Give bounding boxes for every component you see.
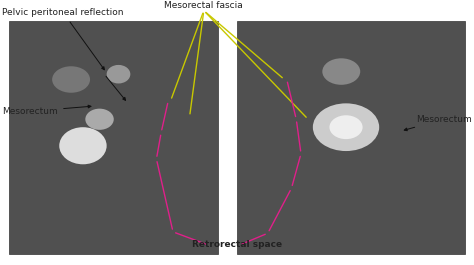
- FancyBboxPatch shape: [9, 21, 218, 254]
- FancyBboxPatch shape: [237, 21, 465, 254]
- Ellipse shape: [107, 65, 130, 83]
- Text: Mesorectal fascia: Mesorectal fascia: [164, 1, 243, 10]
- Text: Mesorectum: Mesorectum: [2, 105, 91, 116]
- Text: Pelvic peritoneal reflection: Pelvic peritoneal reflection: [2, 8, 124, 70]
- Ellipse shape: [322, 58, 360, 85]
- Ellipse shape: [52, 66, 90, 93]
- Ellipse shape: [329, 115, 363, 139]
- Ellipse shape: [85, 109, 114, 130]
- Ellipse shape: [59, 127, 107, 164]
- Text: Retrorectal space: Retrorectal space: [192, 240, 282, 249]
- Text: Mesorectum: Mesorectum: [404, 115, 472, 131]
- Ellipse shape: [313, 103, 379, 151]
